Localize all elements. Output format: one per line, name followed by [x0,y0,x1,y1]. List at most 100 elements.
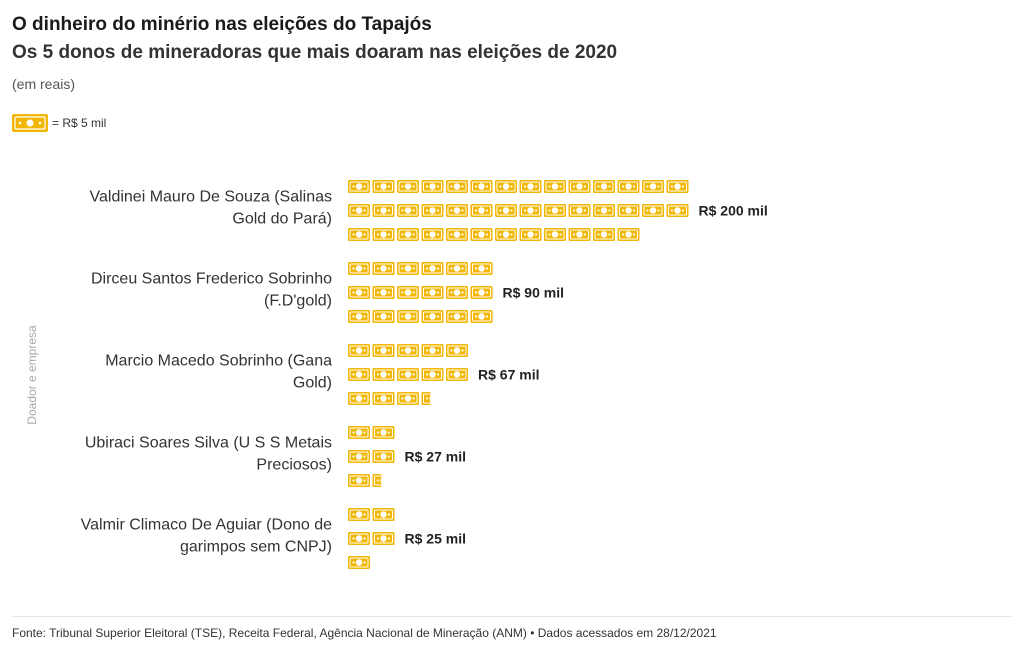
banknote-icon [446,204,468,217]
banknote-icon [421,180,444,193]
banknote-icon [642,180,664,193]
banknote-icon [421,204,444,217]
banknote-icon [421,368,444,381]
banknote-icon [397,204,419,217]
banknote-icon [348,204,370,217]
legend-label: = R$ 5 mil [52,116,107,130]
donor-label: Marcio Macedo Sobrinho (Gana [105,353,332,370]
unit-note: (em reais) [12,76,76,92]
banknote-icon [421,344,444,357]
banknote-icon [372,310,395,323]
banknote-icon [372,392,395,405]
chart-title: O dinheiro do minério nas eleições do Ta… [12,14,432,35]
banknote-icon [470,262,493,275]
banknote-icon [519,204,542,217]
donor-label: Gold) [293,375,332,392]
banknote-icon [544,228,566,241]
banknote-icon [397,344,419,357]
donor-label: Ubiraci Soares Silva (U S S Metais [85,435,332,452]
banknote-icon [372,368,395,381]
banknote-icon [372,426,395,439]
banknote-icon [593,204,615,217]
donor-label: Valdinei Mauro De Souza (Salinas [90,189,333,206]
banknote-icon [544,180,566,193]
footer-divider [12,616,1012,617]
banknote-icon [372,508,395,521]
value-label: R$ 25 mil [405,531,466,547]
banknote-icon [495,228,517,241]
value-label: R$ 27 mil [405,449,466,465]
donor-group: Ubiraci Soares Silva (U S S Metais Precio… [85,426,466,487]
banknote-icon [495,204,517,217]
pictogram-chart: Doador e empresa Valdinei Mauro De Souza … [25,180,768,569]
banknote-icon [372,204,395,217]
banknote-icon [348,426,370,439]
banknote-icon [348,310,370,323]
donor-label: Dirceu Santos Frederico Sobrinho [91,271,332,288]
banknote-icon [446,344,468,357]
banknote-icon [421,310,444,323]
banknote-icon [593,180,615,193]
banknote-icon [348,508,370,521]
banknote-icon [421,392,431,405]
value-label: R$ 67 mil [478,367,539,383]
banknote-icon [397,310,419,323]
banknote-icon [446,368,468,381]
banknote-icon [470,286,493,299]
banknote-icon [12,114,48,132]
banknote-icon [446,228,468,241]
banknote-icon [446,286,468,299]
banknote-icon [470,228,493,241]
banknote-icon [544,204,566,217]
banknote-icon [446,310,468,323]
donor-group: Marcio Macedo Sobrinho (Gana Gold) R$ 67 m… [105,344,539,405]
donor-group: Valmir Climaco De Aguiar (Dono de garimpo… [81,508,466,569]
banknote-icon [348,450,370,463]
banknote-icon [348,474,370,487]
banknote-icon [397,286,419,299]
chart-subtitle: Os 5 donos de mineradoras que mais doara… [12,42,618,63]
banknote-icon [348,368,370,381]
banknote-icon [397,368,419,381]
donor-label: (F.D'gold) [264,293,332,310]
banknote-icon [372,450,395,463]
banknote-icon [372,474,382,487]
banknote-icon [348,228,370,241]
banknote-icon [397,392,419,405]
value-label: R$ 90 mil [503,285,564,301]
banknote-icon [348,392,370,405]
banknote-icon [568,228,591,241]
donor-label: Preciosos) [256,457,332,474]
banknote-icon [519,228,542,241]
donor-label: garimpos sem CNPJ) [180,539,332,556]
banknote-icon [372,344,395,357]
banknote-icon [470,180,493,193]
banknote-icon [446,262,468,275]
banknote-icon [348,556,370,569]
legend: = R$ 5 mil [12,114,106,132]
donor-label: Valmir Climaco De Aguiar (Dono de [81,517,332,534]
banknote-icon [372,228,395,241]
banknote-icon [397,180,419,193]
banknote-icon [372,180,395,193]
source-note: Fonte: Tribunal Superior Eleitoral (TSE)… [12,626,717,640]
banknote-icon [348,532,370,545]
banknote-icon [421,228,444,241]
banknote-icon [397,262,419,275]
banknote-icon [372,532,395,545]
banknote-icon [348,262,370,275]
banknote-icon [348,180,370,193]
banknote-icon [348,344,370,357]
value-label: R$ 200 mil [699,203,768,219]
banknote-icon [666,204,689,217]
donor-group: Valdinei Mauro De Souza (Salinas Gold do … [90,180,768,241]
banknote-icon [593,228,615,241]
banknote-icon [666,180,689,193]
banknote-icon [519,180,542,193]
banknote-icon [372,262,395,275]
donor-group: Dirceu Santos Frederico Sobrinho (F.D'gol… [91,262,564,323]
banknote-icon [495,180,517,193]
banknote-icon [617,204,640,217]
banknote-icon [568,204,591,217]
banknote-icon [397,228,419,241]
